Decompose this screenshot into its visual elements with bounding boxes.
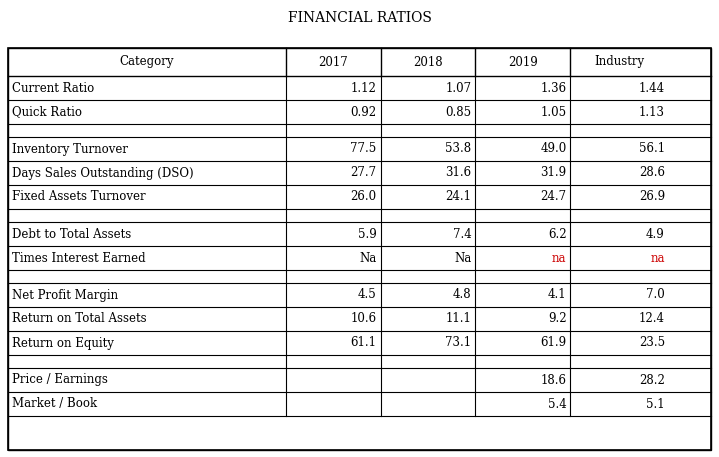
Text: na: na	[552, 251, 567, 265]
Text: 5.4: 5.4	[548, 398, 567, 410]
Text: Quick Ratio: Quick Ratio	[12, 106, 82, 118]
Text: Net Profit Margin: Net Profit Margin	[12, 288, 118, 302]
Text: 0.92: 0.92	[350, 106, 377, 118]
Text: 31.9: 31.9	[540, 166, 567, 180]
Text: 1.07: 1.07	[445, 81, 472, 95]
Bar	[8, 48, 711, 450]
Text: 5.9: 5.9	[358, 228, 377, 240]
Text: 1.44: 1.44	[638, 81, 665, 95]
Text: Na: Na	[454, 251, 472, 265]
Text: 11.1: 11.1	[446, 313, 472, 325]
Text: 5.1: 5.1	[646, 398, 665, 410]
Text: 2019: 2019	[508, 55, 538, 69]
Text: Na: Na	[360, 251, 377, 265]
Text: 9.2: 9.2	[548, 313, 567, 325]
Text: 27.7: 27.7	[350, 166, 377, 180]
Text: 28.2: 28.2	[639, 373, 665, 387]
Text: Fixed Assets Turnover: Fixed Assets Turnover	[12, 191, 146, 203]
Text: 0.85: 0.85	[445, 106, 472, 118]
Text: 4.8: 4.8	[453, 288, 472, 302]
Text: FINANCIAL RATIOS: FINANCIAL RATIOS	[288, 11, 431, 25]
Text: 7.4: 7.4	[453, 228, 472, 240]
Text: Times Interest Earned: Times Interest Earned	[12, 251, 146, 265]
Text: 56.1: 56.1	[638, 143, 665, 155]
Text: 10.6: 10.6	[350, 313, 377, 325]
Text: 6.2: 6.2	[548, 228, 567, 240]
Text: Price / Earnings: Price / Earnings	[12, 373, 108, 387]
Text: Debt to Total Assets: Debt to Total Assets	[12, 228, 132, 240]
Text: 26.9: 26.9	[638, 191, 665, 203]
Text: 18.6: 18.6	[541, 373, 567, 387]
Text: Current Ratio: Current Ratio	[12, 81, 94, 95]
Text: Days Sales Outstanding (DSO): Days Sales Outstanding (DSO)	[12, 166, 193, 180]
Text: Return on Total Assets: Return on Total Assets	[12, 313, 147, 325]
Text: 49.0: 49.0	[540, 143, 567, 155]
Text: 23.5: 23.5	[638, 336, 665, 350]
Text: 7.0: 7.0	[646, 288, 665, 302]
Text: 73.1: 73.1	[445, 336, 472, 350]
Text: Return on Equity: Return on Equity	[12, 336, 114, 350]
Text: 2017: 2017	[319, 55, 348, 69]
Text: 4.1: 4.1	[548, 288, 567, 302]
Text: 77.5: 77.5	[350, 143, 377, 155]
Text: Market / Book: Market / Book	[12, 398, 97, 410]
Text: 12.4: 12.4	[638, 313, 665, 325]
Text: 1.05: 1.05	[540, 106, 567, 118]
Text: 1.13: 1.13	[638, 106, 665, 118]
Text: 28.6: 28.6	[638, 166, 665, 180]
Text: 26.0: 26.0	[350, 191, 377, 203]
Text: na: na	[650, 251, 665, 265]
Text: 4.5: 4.5	[358, 288, 377, 302]
Text: 53.8: 53.8	[445, 143, 472, 155]
Text: Industry: Industry	[595, 55, 645, 69]
Text: 24.7: 24.7	[540, 191, 567, 203]
Text: 31.6: 31.6	[445, 166, 472, 180]
Text: 61.9: 61.9	[540, 336, 567, 350]
Text: 4.9: 4.9	[646, 228, 665, 240]
Text: Inventory Turnover: Inventory Turnover	[12, 143, 128, 155]
Bar	[8, 48, 711, 450]
Text: 24.1: 24.1	[446, 191, 472, 203]
Text: Category: Category	[119, 55, 174, 69]
Text: 61.1: 61.1	[351, 336, 377, 350]
Text: 2018: 2018	[413, 55, 443, 69]
Text: 1.36: 1.36	[540, 81, 567, 95]
Text: 1.12: 1.12	[351, 81, 377, 95]
